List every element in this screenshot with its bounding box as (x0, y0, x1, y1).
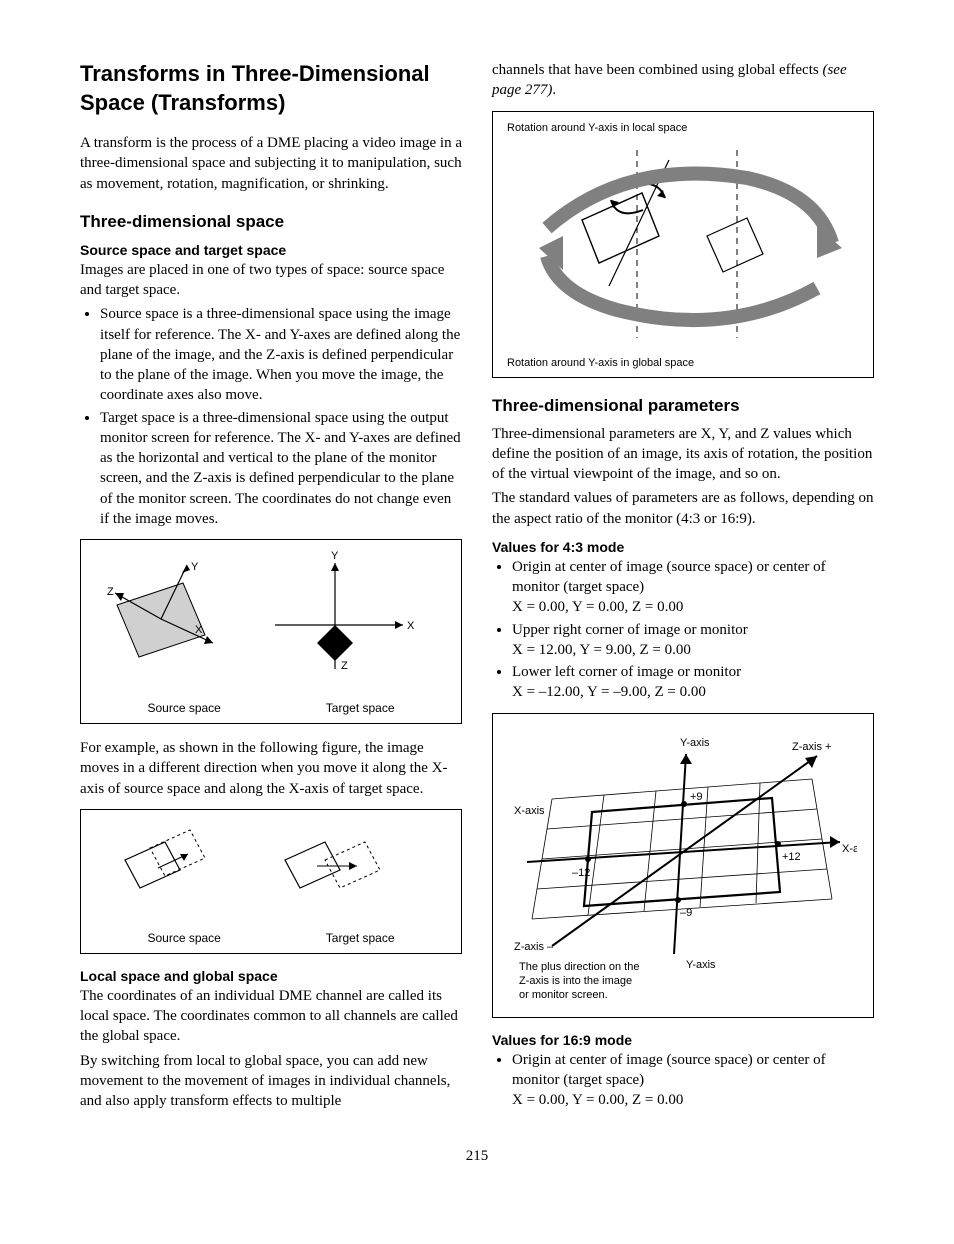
grid-note-2: Z-axis is into the image (519, 975, 632, 987)
li-values: X = 0.00, Y = 0.00, Z = 0.00 (512, 1092, 683, 1108)
grid-note-1: The plus direction on the (519, 961, 639, 973)
source-target-intro: Images are placed in one of two types of… (80, 260, 462, 301)
caption-target: Target space (326, 931, 395, 945)
rotation-diagram (507, 138, 847, 348)
label-zaxis-plus: Z-axis + (792, 741, 831, 753)
list-item: Upper right corner of image or monitor X… (512, 620, 874, 661)
figure-caption-row: Source space Target space (95, 701, 447, 715)
list-item: Origin at center of image (source space)… (512, 557, 874, 618)
intro-paragraph: A transform is the process of a DME plac… (80, 133, 462, 194)
list-item: Origin at center of image (source space)… (512, 1050, 874, 1111)
figure-3d-grid: X-axis X-axis Y-axis Y-axis Z-axis + Z-a… (492, 713, 874, 1018)
local-global-p1: The coordinates of an individual DME cha… (80, 986, 462, 1047)
page-title: Transforms in Three-Dimensional Space (T… (80, 60, 462, 117)
figure-caption-row: Source space Target space (95, 931, 447, 945)
svg-text:Y: Y (331, 550, 339, 562)
svg-text:X: X (195, 624, 203, 636)
svg-text:–9: –9 (680, 907, 692, 919)
col2-continuation: channels that have been combined using g… (492, 60, 874, 101)
figure-rotation: Rotation around Y-axis in local space (492, 111, 874, 378)
label-yaxis-top: Y-axis (680, 737, 710, 749)
source-target-list: Source space is a three-dimensional spac… (80, 304, 462, 529)
label-zaxis-minus: Z-axis – (514, 941, 554, 953)
page: Transforms in Three-Dimensional Space (T… (0, 0, 954, 1205)
axes-diagram: Y X Z Y (95, 550, 425, 690)
li-text: Origin at center of image (source space)… (512, 1052, 826, 1088)
li-text: Origin at center of image (source space)… (512, 559, 826, 595)
page-number: 215 (80, 1148, 874, 1165)
local-global-p2: By switching from local to global space,… (80, 1051, 462, 1112)
svg-text:Z: Z (341, 660, 348, 672)
list-item: Source space is a three-dimensional spac… (100, 304, 462, 405)
svg-text:X: X (407, 620, 415, 632)
heading-169-mode: Values for 16:9 mode (492, 1032, 874, 1048)
caption-source: Source space (147, 701, 220, 715)
figure-movement: Source space Target space (80, 809, 462, 954)
label-xaxis-left: X-axis (514, 805, 545, 817)
left-column: Transforms in Three-Dimensional Space (T… (80, 60, 462, 1118)
movement-diagram (95, 820, 425, 920)
example-paragraph: For example, as shown in the following f… (80, 738, 462, 799)
dot: . (552, 82, 556, 98)
li-values: X = 0.00, Y = 0.00, Z = 0.00 (512, 599, 683, 615)
caption-source: Source space (147, 931, 220, 945)
rotation-top-label: Rotation around Y-axis in local space (507, 122, 859, 134)
heading-local-global: Local space and global space (80, 968, 462, 984)
grid-diagram: X-axis X-axis Y-axis Y-axis Z-axis + Z-a… (507, 724, 857, 1004)
caption-target: Target space (326, 701, 395, 715)
li-text: Lower left corner of image or monitor (512, 664, 741, 680)
cont-text: channels that have been combined using g… (492, 62, 822, 78)
params-p1: Three-dimensional parameters are X, Y, a… (492, 424, 874, 485)
svg-text:–12: –12 (572, 867, 590, 879)
right-column: channels that have been combined using g… (492, 60, 874, 1118)
params-p2: The standard values of parameters are as… (492, 488, 874, 529)
figure-source-target-axes: Y X Z Y (80, 539, 462, 724)
svg-text:Y: Y (191, 561, 199, 573)
svg-text:Z: Z (107, 586, 114, 598)
heading-3d-params: Three-dimensional parameters (492, 396, 874, 416)
li-text: Upper right corner of image or monitor (512, 622, 748, 638)
heading-3d-space: Three-dimensional space (80, 212, 462, 232)
values-169-list: Origin at center of image (source space)… (492, 1050, 874, 1111)
label-xaxis-right: X-axis (842, 843, 857, 855)
heading-source-target: Source space and target space (80, 242, 462, 258)
list-item: Lower left corner of image or monitor X … (512, 662, 874, 703)
svg-text:+12: +12 (782, 851, 801, 863)
heading-43-mode: Values for 4:3 mode (492, 539, 874, 555)
li-values: X = –12.00, Y = –9.00, Z = 0.00 (512, 684, 706, 700)
grid-note-3: or monitor screen. (519, 989, 608, 1001)
label-yaxis-bottom: Y-axis (686, 959, 716, 971)
list-item: Target space is a three-dimensional spac… (100, 408, 462, 530)
values-43-list: Origin at center of image (source space)… (492, 557, 874, 703)
svg-text:+9: +9 (690, 791, 703, 803)
li-values: X = 12.00, Y = 9.00, Z = 0.00 (512, 642, 691, 658)
two-column-layout: Transforms in Three-Dimensional Space (T… (80, 60, 874, 1118)
rotation-bottom-label: Rotation around Y-axis in global space (507, 357, 859, 369)
